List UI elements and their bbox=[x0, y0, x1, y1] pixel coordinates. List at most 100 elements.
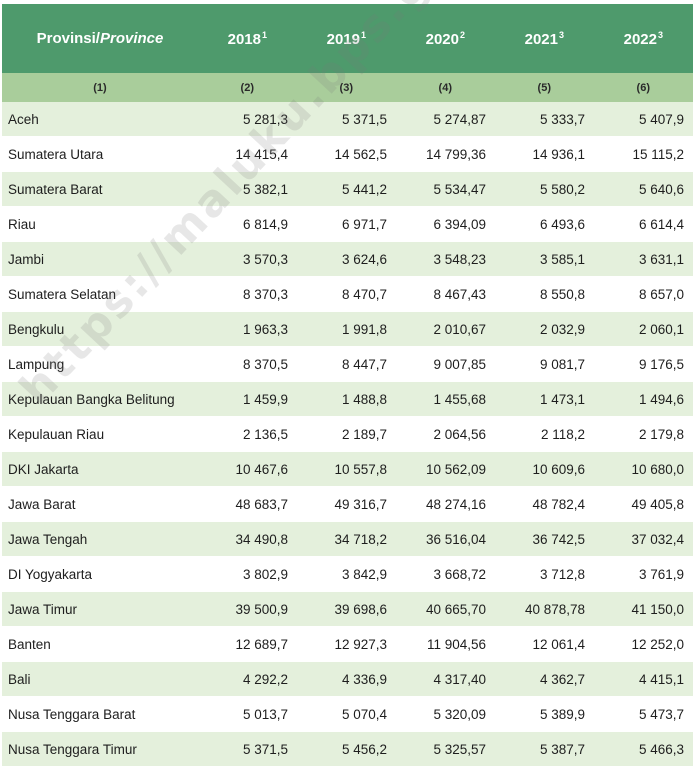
value-cell: 14 936,1 bbox=[495, 136, 594, 172]
year-header-2018: 20181 bbox=[198, 4, 297, 73]
province-column-header: Provinsi/Province bbox=[2, 4, 198, 73]
province-name-cell: Sumatera Barat bbox=[2, 171, 198, 207]
value-cell: 3 712,8 bbox=[495, 556, 594, 592]
value-cell: 37 032,4 bbox=[594, 521, 693, 557]
table-row: Nusa Tenggara Barat 5 013,7 5 070,4 5 320,0… bbox=[2, 696, 693, 732]
value-cell: 1 991,8 bbox=[297, 311, 396, 347]
value-cell: 15 115,2 bbox=[594, 136, 693, 172]
value-cell: 8 370,3 bbox=[198, 276, 297, 312]
value-cell: 5 320,09 bbox=[396, 696, 495, 732]
province-name-cell: Kepulauan Bangka Belitung bbox=[2, 381, 198, 417]
province-name-cell: Jawa Tengah bbox=[2, 521, 198, 557]
value-cell: 3 624,6 bbox=[297, 241, 396, 277]
value-cell: 5 466,3 bbox=[594, 731, 693, 767]
value-cell: 2 032,9 bbox=[495, 311, 594, 347]
value-cell: 9 176,5 bbox=[594, 346, 693, 382]
value-cell: 11 904,56 bbox=[396, 626, 495, 662]
value-cell: 1 963,3 bbox=[198, 311, 297, 347]
year-header-2021: 20213 bbox=[495, 4, 594, 73]
value-cell: 12 689,7 bbox=[198, 626, 297, 662]
value-cell: 41 150,0 bbox=[594, 591, 693, 627]
value-cell: 3 585,1 bbox=[495, 241, 594, 277]
value-cell: 6 493,6 bbox=[495, 206, 594, 242]
footnote-marker: 1 bbox=[360, 29, 366, 40]
value-cell: 5 013,7 bbox=[198, 696, 297, 732]
year-label: 2022 bbox=[623, 30, 657, 48]
value-cell: 6 614,4 bbox=[594, 206, 693, 242]
column-number: (1) bbox=[2, 73, 198, 102]
value-cell: 5 371,5 bbox=[198, 731, 297, 767]
table-row: Kepulauan Bangka Belitung 1 459,9 1 488,8 1… bbox=[2, 381, 693, 417]
table-row: Bengkulu 1 963,3 1 991,8 2 010,67 2 032,9 2 0… bbox=[2, 311, 693, 347]
year-label: 2021 bbox=[524, 30, 558, 48]
value-cell: 8 550,8 bbox=[495, 276, 594, 312]
value-cell: 36 742,5 bbox=[495, 521, 594, 557]
value-cell: 8 447,7 bbox=[297, 346, 396, 382]
table-row: Jawa Barat 48 683,7 49 316,7 48 274,16 48 78… bbox=[2, 486, 693, 522]
value-cell: 1 459,9 bbox=[198, 381, 297, 417]
value-cell: 10 562,09 bbox=[396, 451, 495, 487]
value-cell: 49 405,8 bbox=[594, 486, 693, 522]
year-label: 2018 bbox=[227, 30, 261, 48]
value-cell: 2 010,67 bbox=[396, 311, 495, 347]
value-cell: 12 927,3 bbox=[297, 626, 396, 662]
value-cell: 6 971,7 bbox=[297, 206, 396, 242]
value-cell: 40 665,70 bbox=[396, 591, 495, 627]
value-cell: 9 081,7 bbox=[495, 346, 594, 382]
province-name-cell: Nusa Tenggara Timur bbox=[2, 731, 198, 767]
footnote-marker: 2 bbox=[459, 29, 465, 40]
value-cell: 2 136,5 bbox=[198, 416, 297, 452]
value-cell: 5 333,7 bbox=[495, 102, 594, 137]
value-cell: 2 118,2 bbox=[495, 416, 594, 452]
value-cell: 1 455,68 bbox=[396, 381, 495, 417]
value-cell: 2 179,8 bbox=[594, 416, 693, 452]
province-label: Provinsi/ bbox=[36, 30, 100, 47]
value-cell: 6 394,09 bbox=[396, 206, 495, 242]
value-cell: 3 548,23 bbox=[396, 241, 495, 277]
value-cell: 10 557,8 bbox=[297, 451, 396, 487]
column-number: (6) bbox=[594, 73, 693, 102]
value-cell: 6 814,9 bbox=[198, 206, 297, 242]
value-cell: 5 389,9 bbox=[495, 696, 594, 732]
table-row: Sumatera Selatan 8 370,3 8 470,7 8 467,43 8 … bbox=[2, 276, 693, 312]
province-name-cell: Jambi bbox=[2, 241, 198, 277]
value-cell: 49 316,7 bbox=[297, 486, 396, 522]
table-row: Sumatera Barat 5 382,1 5 441,2 5 534,47 5 58… bbox=[2, 171, 693, 207]
value-cell: 3 668,72 bbox=[396, 556, 495, 592]
table-row: Jambi 3 570,3 3 624,6 3 548,23 3 585,1 3 631,… bbox=[2, 241, 693, 277]
province-name-cell: Riau bbox=[2, 206, 198, 242]
value-cell: 40 878,78 bbox=[495, 591, 594, 627]
value-cell: 14 799,36 bbox=[396, 136, 495, 172]
value-cell: 5 640,6 bbox=[594, 171, 693, 207]
year-label: 2020 bbox=[425, 30, 459, 48]
value-cell: 5 371,5 bbox=[297, 102, 396, 137]
value-cell: 5 325,57 bbox=[396, 731, 495, 767]
value-cell: 5 580,2 bbox=[495, 171, 594, 207]
province-name-cell: Nusa Tenggara Barat bbox=[2, 696, 198, 732]
table-row: Bali 4 292,2 4 336,9 4 317,40 4 362,7 4 415,1 bbox=[2, 661, 693, 697]
table-row: Jawa Timur 39 500,9 39 698,6 40 665,70 40 87… bbox=[2, 591, 693, 627]
province-name-cell: Jawa Barat bbox=[2, 486, 198, 522]
value-cell: 48 782,4 bbox=[495, 486, 594, 522]
value-cell: 5 382,1 bbox=[198, 171, 297, 207]
table-row: DI Yogyakarta 3 802,9 3 842,9 3 668,72 3 712… bbox=[2, 556, 693, 592]
value-cell: 8 470,7 bbox=[297, 276, 396, 312]
value-cell: 4 415,1 bbox=[594, 661, 693, 697]
province-name-cell: Lampung bbox=[2, 346, 198, 382]
value-cell: 5 407,9 bbox=[594, 102, 693, 137]
province-name-cell: DKI Jakarta bbox=[2, 451, 198, 487]
table-body: Aceh 5 281,3 5 371,5 5 274,87 5 333,7 5 407,9… bbox=[2, 102, 693, 767]
value-cell: 1 488,8 bbox=[297, 381, 396, 417]
value-cell: 36 516,04 bbox=[396, 521, 495, 557]
value-cell: 5 441,2 bbox=[297, 171, 396, 207]
value-cell: 48 683,7 bbox=[198, 486, 297, 522]
value-cell: 5 456,2 bbox=[297, 731, 396, 767]
value-cell: 3 842,9 bbox=[297, 556, 396, 592]
province-name-cell: DI Yogyakarta bbox=[2, 556, 198, 592]
year-label: 2019 bbox=[326, 30, 360, 48]
value-cell: 14 415,4 bbox=[198, 136, 297, 172]
table-row: Banten 12 689,7 12 927,3 11 904,56 12 061,4 1… bbox=[2, 626, 693, 662]
value-cell: 4 292,2 bbox=[198, 661, 297, 697]
year-header-2022: 20223 bbox=[594, 4, 693, 73]
value-cell: 48 274,16 bbox=[396, 486, 495, 522]
